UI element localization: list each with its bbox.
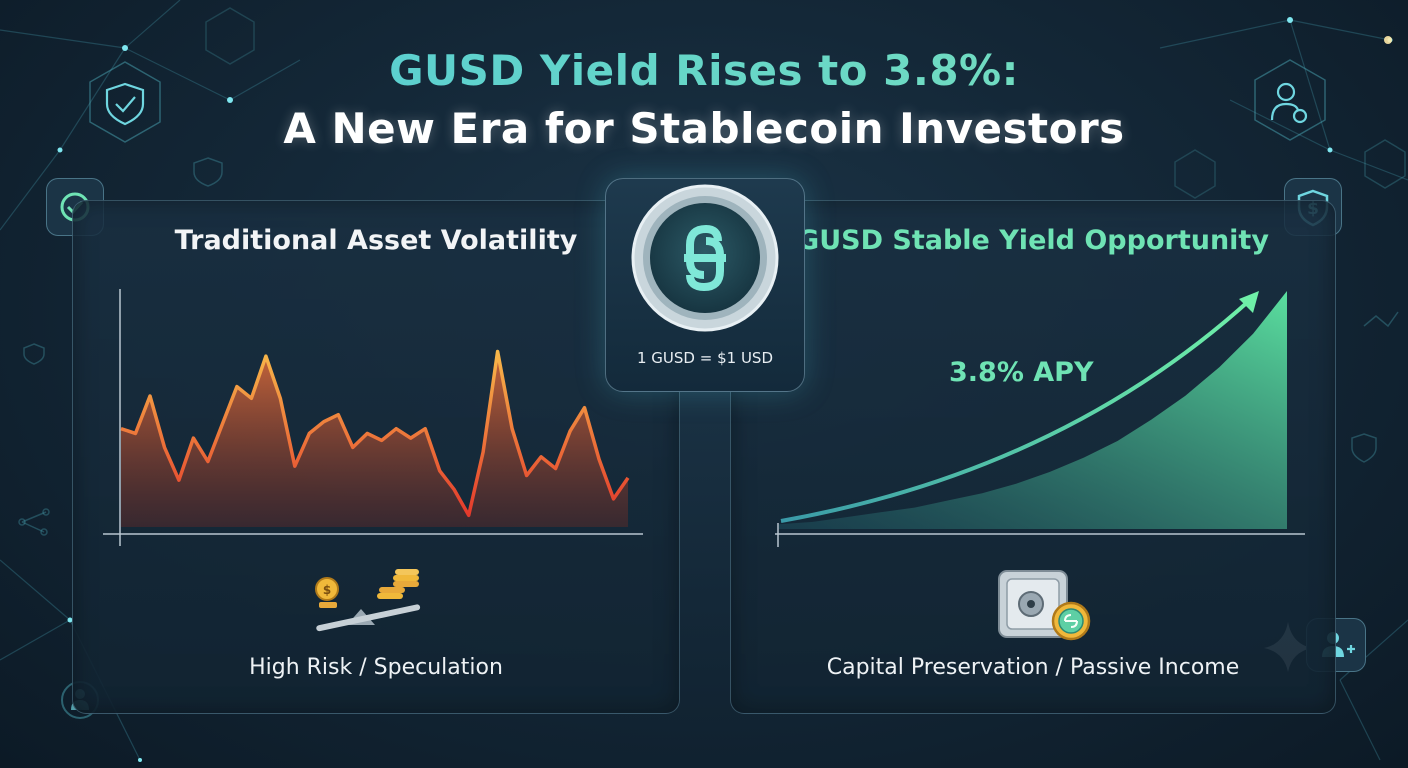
volatility-panel: Traditional Asset Volatility $ High Risk…	[72, 200, 680, 714]
peg-label: 1 GUSD = $1 USD	[637, 349, 773, 367]
yield-caption: Capital Preservation / Passive Income	[826, 655, 1240, 680]
user-coin-icon	[1270, 82, 1308, 124]
volatility-caption: High Risk / Speculation	[249, 655, 503, 680]
gusd-logo-icon	[631, 184, 779, 332]
yield-arrow-head	[1239, 291, 1259, 313]
balance-scale-coins-icon: $	[315, 569, 421, 632]
yield-panel: GUSD Stable Yield Opportunity 3.8% APY C…	[730, 200, 1336, 714]
volatility-area	[121, 351, 628, 527]
volatility-line	[120, 349, 630, 518]
gusd-coin-card: 1 GUSD = $1 USD	[605, 178, 805, 392]
yield-arrow	[780, 297, 1253, 523]
svg-text:$: $	[323, 583, 331, 597]
shield-check-icon	[105, 82, 145, 126]
volatility-chart	[103, 289, 643, 546]
yield-panel-title: GUSD Stable Yield Opportunity	[797, 225, 1269, 256]
headline-line-1: GUSD Yield Rises to 3.8%:	[0, 46, 1408, 95]
yield-chart	[775, 291, 1305, 547]
apy-label: 3.8% APY	[949, 357, 1094, 388]
vault-coin-icon	[998, 570, 1091, 641]
yield-area	[779, 291, 1287, 529]
headline-line-2: A New Era for Stablecoin Investors	[283, 104, 1125, 153]
volatility-panel-title: Traditional Asset Volatility	[174, 225, 578, 256]
